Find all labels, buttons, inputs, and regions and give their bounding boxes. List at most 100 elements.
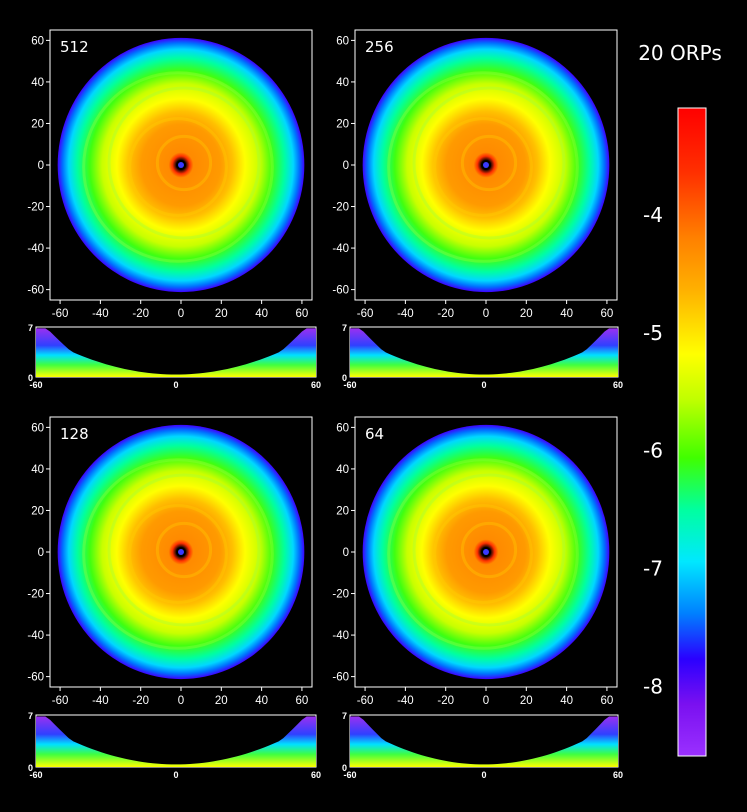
- y-tick-label: -20: [27, 202, 44, 214]
- y-tick-label: -20: [332, 589, 349, 601]
- x-tick-label: 20: [520, 308, 533, 320]
- x-tick-label: 20: [215, 308, 228, 320]
- edge-x-tick-label: 60: [613, 380, 623, 390]
- central-star: [178, 549, 184, 555]
- edge-y-tick-label: 0: [342, 373, 347, 383]
- y-tick-label: 0: [343, 547, 349, 559]
- x-tick-label: 0: [483, 308, 489, 320]
- x-tick-label: -60: [52, 308, 69, 320]
- edge-x-tick-label: 0: [481, 770, 486, 780]
- y-tick-label: -60: [27, 672, 44, 684]
- y-tick-label: -40: [332, 630, 349, 642]
- colorbar-title: 20 ORPs: [638, 41, 722, 65]
- x-tick-label: 0: [178, 308, 184, 320]
- disk-ring: [433, 504, 533, 604]
- disk-ring: [128, 504, 228, 604]
- disk-ring: [128, 117, 228, 217]
- disk-ring: [387, 458, 579, 650]
- disk-ring: [82, 71, 274, 263]
- x-tick-label: -60: [357, 308, 374, 320]
- y-tick-label: -40: [27, 630, 44, 642]
- colorbar-tick-label: -6: [643, 439, 663, 463]
- y-tick-label: -20: [332, 202, 349, 214]
- edge-y-tick-label: 7: [28, 711, 33, 721]
- edge-x-tick-label: 0: [173, 380, 178, 390]
- y-tick-label: -20: [27, 589, 44, 601]
- x-tick-label: 40: [255, 308, 268, 320]
- edge-on-density-map: [350, 328, 618, 377]
- x-tick-label: -40: [92, 695, 109, 707]
- disk-ring: [107, 86, 261, 240]
- disk-ring: [460, 521, 518, 579]
- disk-ring: [412, 86, 566, 240]
- x-tick-label: -20: [132, 695, 149, 707]
- x-tick-label: 20: [215, 695, 228, 707]
- edge-y-tick-label: 7: [342, 711, 347, 721]
- edge-y-tick-label: 0: [28, 373, 33, 383]
- y-tick-label: 60: [336, 35, 349, 47]
- edge-x-tick-label: -60: [343, 770, 356, 780]
- central-star: [178, 162, 184, 168]
- colorbar: -4 -5 -6 -7 -8 20 ORPs: [638, 41, 722, 757]
- y-tick-label: 20: [336, 505, 349, 517]
- panel-label: 512: [60, 38, 89, 56]
- y-tick-label: 40: [31, 77, 44, 89]
- y-tick-label: -40: [27, 243, 44, 255]
- y-tick-label: -60: [332, 285, 349, 297]
- disk-ring: [412, 473, 566, 627]
- x-tick-label: -20: [437, 308, 454, 320]
- colorbar-tick-label: -5: [643, 321, 663, 345]
- panel-label: 64: [365, 425, 384, 443]
- x-tick-label: 60: [296, 695, 309, 707]
- y-tick-label: -60: [27, 285, 44, 297]
- x-tick-label: 60: [601, 308, 614, 320]
- edge-y-tick-label: 7: [342, 323, 347, 333]
- edge-y-tick-label: 7: [28, 323, 33, 333]
- y-tick-label: 40: [336, 464, 349, 476]
- x-tick-label: -20: [132, 308, 149, 320]
- y-tick-label: 40: [31, 464, 44, 476]
- y-tick-label: 60: [31, 35, 44, 47]
- x-tick-label: 60: [601, 695, 614, 707]
- x-tick-label: 60: [296, 308, 309, 320]
- edge-x-tick-label: -60: [343, 380, 356, 390]
- x-tick-label: 20: [520, 695, 533, 707]
- x-tick-label: 0: [483, 695, 489, 707]
- x-tick-label: -40: [397, 695, 414, 707]
- edge-x-tick-label: -60: [29, 380, 42, 390]
- disk-ring: [433, 117, 533, 217]
- colorbar-tick-label: -8: [643, 674, 663, 698]
- central-star: [483, 162, 489, 168]
- panel-label: 256: [365, 38, 394, 56]
- x-tick-label: -60: [52, 695, 69, 707]
- edge-y-tick-label: 0: [28, 763, 33, 773]
- y-tick-label: 60: [336, 422, 349, 434]
- y-tick-label: 20: [336, 118, 349, 130]
- edge-x-tick-label: 60: [311, 380, 321, 390]
- edge-on-density-map: [36, 716, 316, 767]
- x-tick-label: 40: [255, 695, 268, 707]
- edge-y-tick-label: 0: [342, 763, 347, 773]
- y-tick-label: 20: [31, 505, 44, 517]
- edge-x-tick-label: 0: [173, 770, 178, 780]
- edge-x-tick-label: -60: [29, 770, 42, 780]
- x-tick-label: -40: [397, 308, 414, 320]
- x-tick-label: 40: [560, 308, 573, 320]
- y-tick-label: 20: [31, 118, 44, 130]
- x-tick-label: -40: [92, 308, 109, 320]
- panel-label: 128: [60, 425, 89, 443]
- colorbar-tick-label: -4: [643, 203, 663, 227]
- disk-ring: [155, 134, 213, 192]
- x-tick-label: -20: [437, 695, 454, 707]
- edge-x-tick-label: 60: [613, 770, 623, 780]
- disk-ring: [155, 521, 213, 579]
- disk-ring: [460, 134, 518, 192]
- colorbar-tick-label: -7: [643, 556, 663, 580]
- y-tick-label: 0: [38, 547, 44, 559]
- edge-x-tick-label: 0: [481, 380, 486, 390]
